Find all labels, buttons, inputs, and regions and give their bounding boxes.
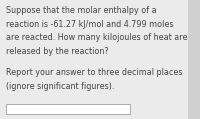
FancyBboxPatch shape [6,104,130,114]
Text: reaction is -61.27 kJ/mol and 4.799 moles: reaction is -61.27 kJ/mol and 4.799 mole… [6,20,174,29]
Text: Suppose that the molar enthalpy of a: Suppose that the molar enthalpy of a [6,6,157,15]
Text: Report your answer to three decimal places: Report your answer to three decimal plac… [6,68,182,77]
Bar [188,0,200,119]
Text: (ignore significant figures).: (ignore significant figures). [6,82,114,91]
Text: released by the reaction?: released by the reaction? [6,47,109,56]
Text: are reacted. How many kilojoules of heat are: are reacted. How many kilojoules of heat… [6,33,188,42]
